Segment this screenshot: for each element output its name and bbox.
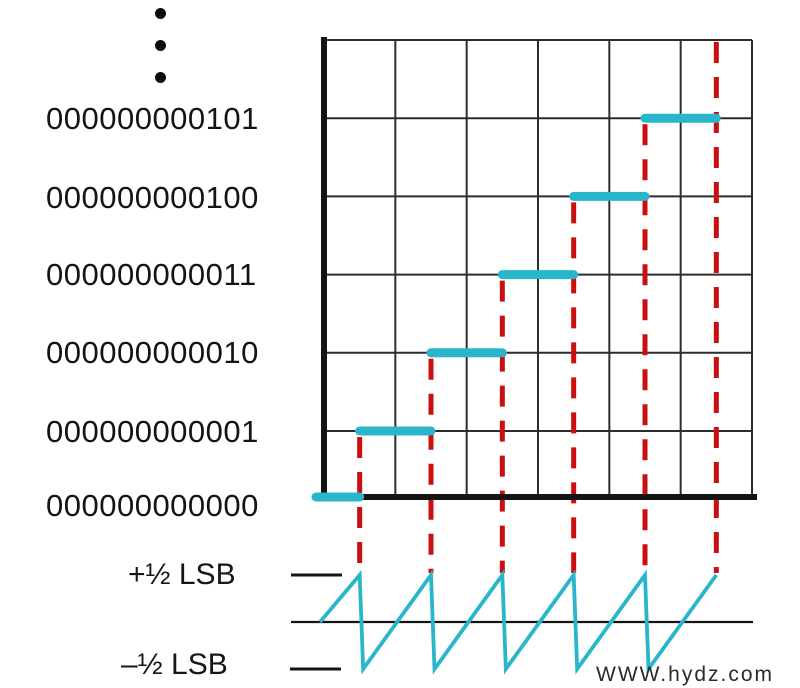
code-label-001: 000000000001 xyxy=(46,414,259,449)
code-label-100: 000000000100 xyxy=(46,180,259,215)
ellipsis-dots xyxy=(155,8,167,104)
dot-icon xyxy=(155,72,166,83)
watermark: WWW.hydz.com xyxy=(596,663,775,686)
plus-half-lsb-label: +½ LSB xyxy=(128,558,236,591)
dot-icon xyxy=(155,8,166,19)
dot-icon xyxy=(155,40,166,51)
code-label-010: 000000000010 xyxy=(46,335,259,370)
staircase-steps xyxy=(311,113,721,502)
axes xyxy=(319,37,757,500)
code-label-101: 000000000101 xyxy=(46,101,259,136)
quantization-error-plot xyxy=(290,569,753,675)
grid-lines xyxy=(324,39,753,497)
minus-half-lsb-label: –½ LSB xyxy=(121,648,228,681)
code-label-000: 000000000000 xyxy=(46,488,259,523)
error-sawtooth xyxy=(318,569,718,675)
code-label-011: 000000000011 xyxy=(46,257,257,292)
